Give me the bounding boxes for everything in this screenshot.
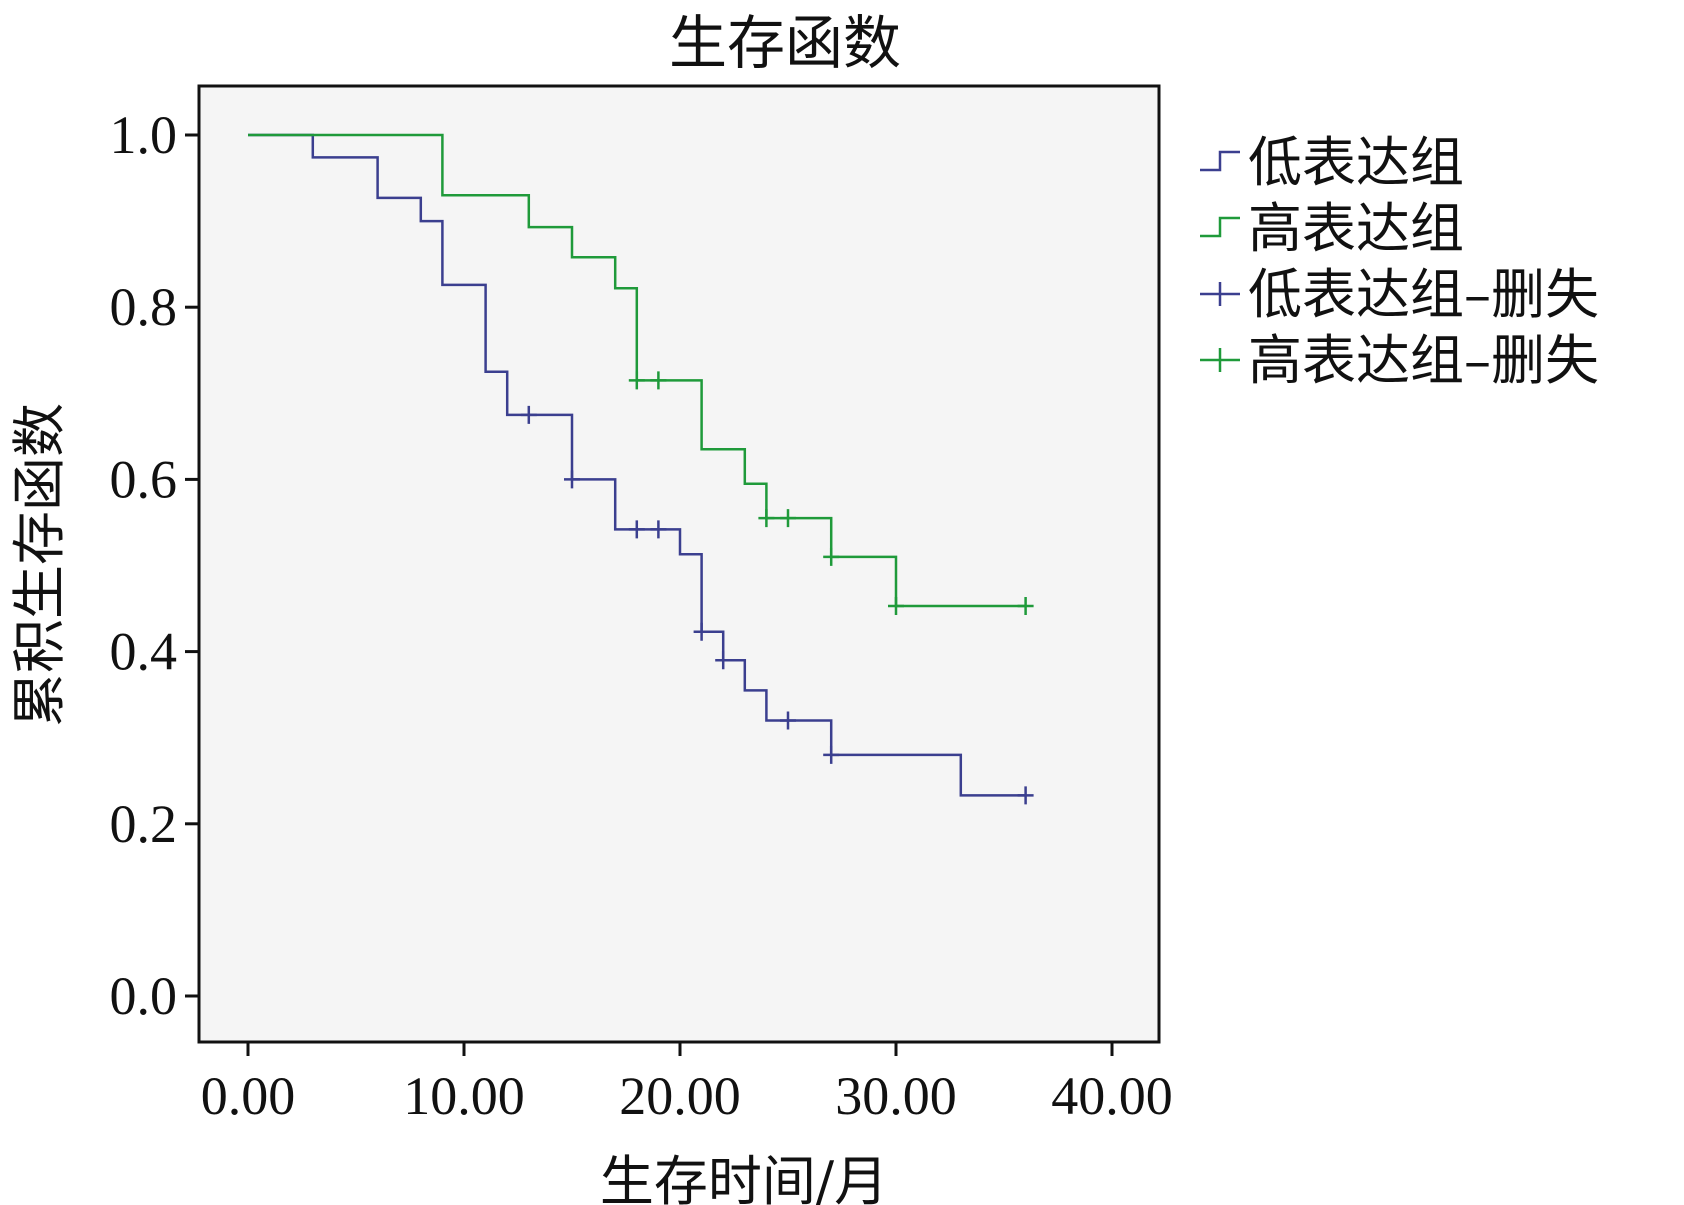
x-tick-label: 30.00 (835, 1066, 957, 1126)
legend-label: 高表达组–删失 (1248, 329, 1599, 392)
x-tick-label: 20.00 (619, 1066, 741, 1126)
censor-mark (693, 622, 710, 641)
legend-swatch (1200, 216, 1240, 238)
series-line-1 (248, 133, 1026, 797)
censor-mark (1017, 596, 1034, 615)
censor-mark (715, 651, 732, 670)
legend-item: 低表达组–删失 (1200, 263, 1599, 326)
x-axis-label: 生存时间/月 (600, 1150, 888, 1205)
censor-mark (823, 745, 840, 764)
censor-mark (520, 405, 537, 424)
y-tick-label: 0.4 (110, 622, 178, 682)
legend-item: 高表达组–删失 (1200, 329, 1599, 392)
legend-swatch (1200, 150, 1240, 172)
series-layer (248, 133, 1034, 805)
x-tick-label: 10.00 (403, 1066, 525, 1126)
legend-item: 高表达组 (1200, 197, 1464, 260)
chart-title: 生存函数 (669, 9, 901, 77)
y-axis: 0.0 0.2 0.4 0.6 0.8 1.0 (110, 105, 199, 1026)
x-tick-label: 0.00 (201, 1066, 296, 1126)
legend-label: 高表达组 (1248, 197, 1464, 260)
y-tick-label: 0.6 (110, 449, 178, 509)
censor-mark (650, 520, 667, 539)
legend-swatch (1200, 348, 1240, 372)
y-tick-label: 1.0 (110, 105, 178, 165)
legend-label: 低表达组–删失 (1248, 263, 1599, 326)
censor-mark (758, 509, 775, 528)
legend-swatch (1200, 282, 1240, 306)
plot-area (197, 84, 1161, 1044)
legend-item: 低表达组 (1200, 131, 1464, 194)
y-tick-label: 0.8 (110, 277, 178, 337)
x-tick-label: 40.00 (1051, 1066, 1173, 1126)
series-line-2 (248, 133, 1026, 608)
y-axis-label: 累积生存函数 (8, 403, 71, 727)
censor-mark (823, 547, 840, 566)
censor-mark (780, 509, 796, 528)
x-axis: 0.00 10.00 20.00 30.00 40.00 (201, 1042, 1173, 1126)
censor-mark (564, 470, 580, 489)
censor-mark (650, 371, 667, 390)
censor-mark (628, 371, 645, 390)
censor-mark (888, 596, 904, 615)
censor-mark (1017, 786, 1034, 805)
y-tick-label: 0.2 (110, 794, 178, 854)
y-tick-label: 0.0 (110, 966, 178, 1026)
censor-mark (628, 520, 645, 539)
censor-mark (780, 711, 796, 730)
legend-label: 低表达组 (1248, 131, 1464, 194)
